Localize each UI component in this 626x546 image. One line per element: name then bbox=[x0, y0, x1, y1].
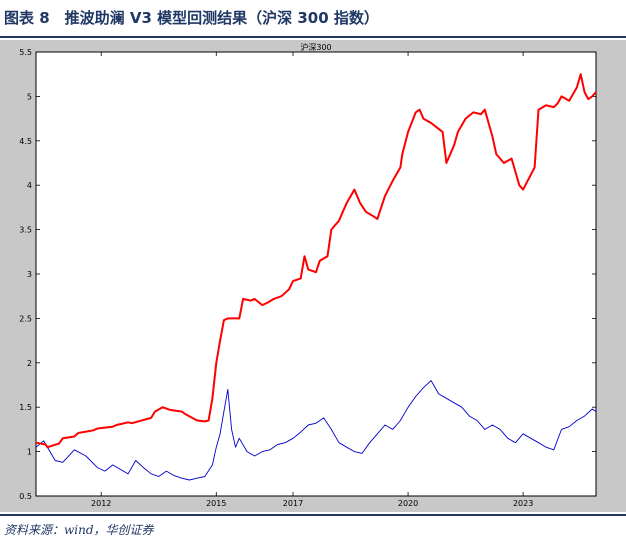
backtest-chart: 沪深300 0.511.522.533.544.555.5 2012 2015 20… bbox=[0, 40, 626, 512]
y-tick-label: 0.5 bbox=[19, 492, 32, 501]
x-tick-label: 2017 bbox=[283, 499, 303, 508]
plot-area bbox=[35, 51, 597, 497]
x-tick-label: 2012 bbox=[91, 499, 111, 508]
y-tick-label: 1 bbox=[27, 448, 32, 457]
y-axis: 0.5 1 1.5 2 2.5 3 3.5 4 4.5 5 5.5 bbox=[19, 48, 596, 501]
source-note: 资料来源：wind，华创证券 bbox=[4, 523, 154, 537]
y-tick-label: 3 bbox=[27, 270, 32, 279]
x-tick-label: 2015 bbox=[206, 499, 226, 508]
y-tick-label: 2 bbox=[27, 359, 32, 368]
x-tick-label: 2023 bbox=[513, 499, 533, 508]
x-tick-label: 2020 bbox=[398, 499, 418, 508]
chart-title: 沪深300 bbox=[300, 42, 331, 52]
y-tick-label: 3.5 bbox=[19, 226, 32, 235]
y-tick-label: 4.5 bbox=[19, 137, 32, 146]
strategy-series-line bbox=[35, 73, 597, 449]
y-tick-label: 4 bbox=[27, 181, 32, 190]
y-tick-label: 1.5 bbox=[19, 403, 32, 412]
source-rule bbox=[0, 514, 626, 516]
figure-title: 图表 8 推波助澜 V3 模型回测结果（沪深 300 指数） bbox=[4, 9, 379, 27]
title-rule bbox=[0, 36, 626, 38]
y-tick-label: 2.5 bbox=[19, 314, 32, 323]
x-axis: 2012 2015 2017 2020 2023 bbox=[91, 52, 533, 508]
index-series-line bbox=[35, 380, 597, 481]
y-tick-label: 5.5 bbox=[19, 48, 32, 57]
y-tick-label: 5 bbox=[27, 92, 32, 101]
series-layer bbox=[35, 73, 597, 481]
